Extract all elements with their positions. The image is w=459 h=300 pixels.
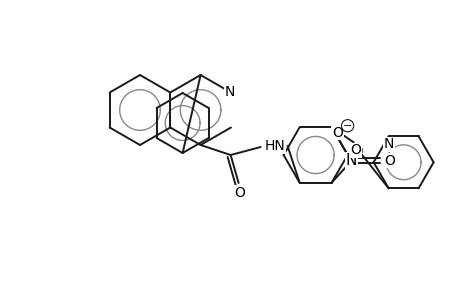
Text: N: N (383, 137, 393, 151)
Text: O: O (349, 143, 360, 157)
Text: O: O (234, 186, 245, 200)
Text: N: N (345, 153, 357, 168)
Text: −: − (342, 121, 352, 131)
Text: ⊕: ⊕ (355, 146, 363, 156)
Text: HN: HN (263, 139, 285, 153)
Text: O: O (331, 126, 342, 140)
Text: N: N (224, 85, 235, 100)
Text: O: O (383, 154, 394, 168)
